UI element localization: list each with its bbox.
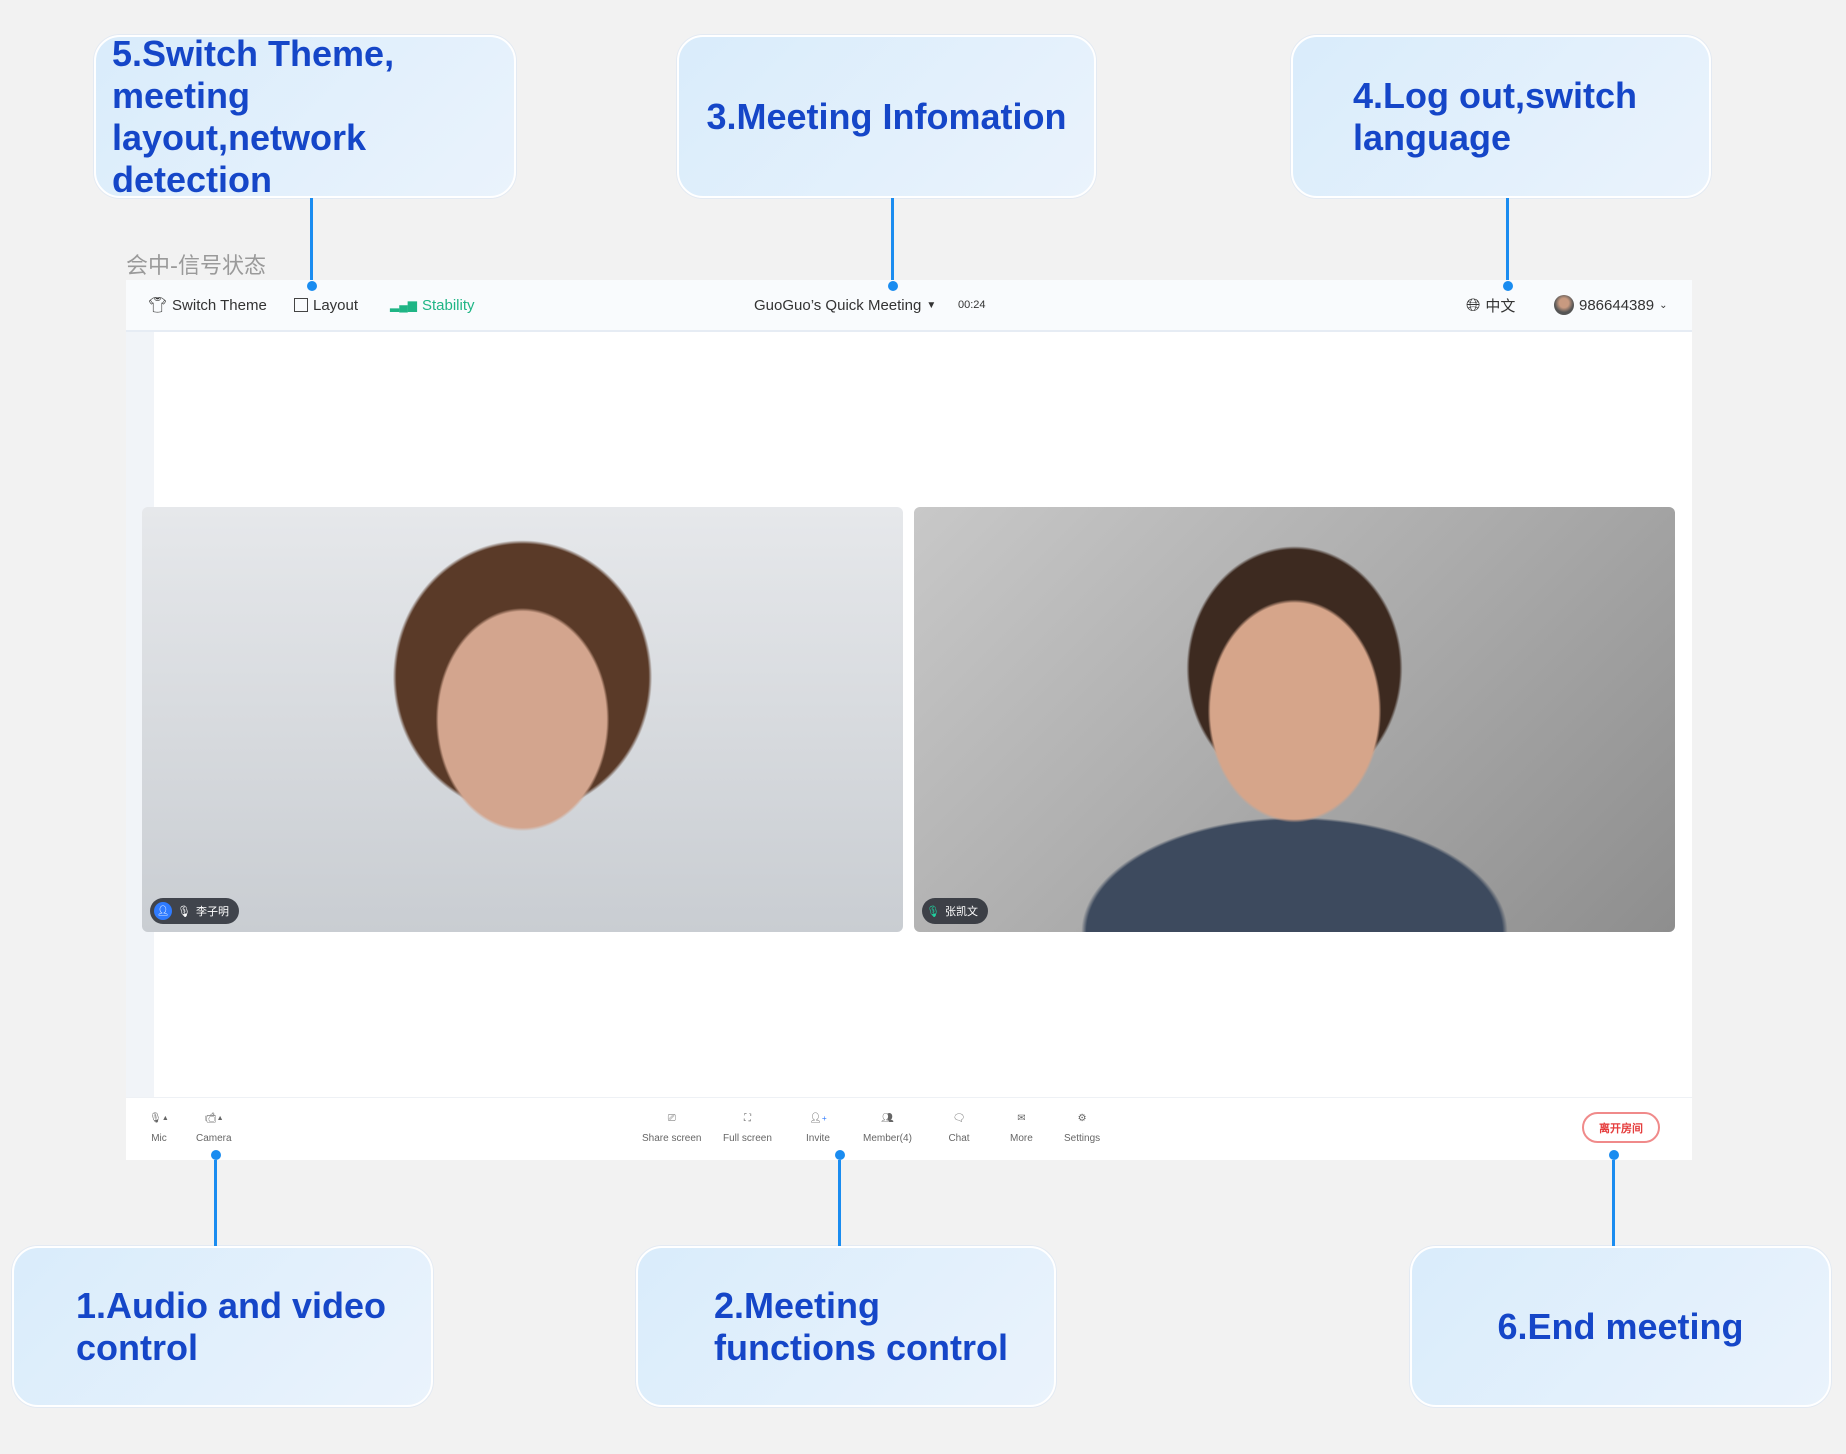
mic-active-icon: 🎙︎ (926, 905, 940, 918)
callout-meeting-functions: 2.Meeting functions control (636, 1246, 1056, 1407)
label: Mic (151, 1133, 167, 1144)
connector-dot (835, 1150, 845, 1160)
top-bar: 👕︎ Switch Theme Layout ▂▄▆ Stability GuoGu… (126, 280, 1692, 332)
user-menu[interactable]: 986644389 ⌄ (1554, 295, 1667, 315)
callout-text: 4.Log out,switch language (1353, 74, 1637, 158)
callout-audio-video: 1.Audio and video control (12, 1246, 433, 1407)
callout-theme-layout: 5.Switch Theme, meeting layout,network d… (94, 32, 516, 200)
connector-line (310, 198, 313, 286)
meeting-title-dropdown[interactable]: GuoGuo’s Quick Meeting ▼ (754, 297, 936, 314)
participant-name: 李子明 (195, 906, 229, 918)
callout-text: 3.Meeting Infomation (706, 95, 1067, 137)
signal-bars-icon: ▂▄▆ (390, 298, 417, 312)
fullscreen-icon: ⛶ (743, 1112, 751, 1124)
chat-icon: 🗨︎ (952, 1112, 966, 1124)
participant-tag: 👤︎ 🎙︎ 李子明 (150, 898, 239, 924)
meeting-window: 👕︎ Switch Theme Layout ▂▄▆ Stability GuoGu… (126, 280, 1692, 1160)
share-screen-icon: ⎚ (667, 1112, 676, 1124)
envelope-open-icon: ✉︎ (1017, 1112, 1026, 1124)
label: Invite (806, 1133, 830, 1144)
label: Layout (313, 296, 359, 314)
participant-name: 张凯文 (944, 906, 978, 918)
connector-dot (1503, 281, 1513, 291)
camera-icon: 📹︎ ▲ (203, 1112, 224, 1124)
callout-text: 6.End meeting (1497, 1305, 1744, 1347)
microphone-icon: 🎙︎ ▲ (149, 1112, 169, 1124)
camera-button[interactable]: 📹︎ ▲ Camera (196, 1108, 232, 1145)
video-tile[interactable]: 👤︎ 🎙︎ 李子明 (142, 507, 903, 932)
connector-dot (307, 281, 317, 291)
callout-meeting-info: 3.Meeting Infomation (677, 35, 1096, 198)
avatar (1554, 295, 1574, 315)
callout-text: 5.Switch Theme, meeting layout,network d… (112, 32, 395, 200)
switch-theme-button[interactable]: 👕︎ Switch Theme (148, 296, 267, 315)
mic-button[interactable]: 🎙︎ ▲ Mic (148, 1108, 170, 1145)
label: Switch Theme (172, 296, 267, 314)
label: Camera (196, 1133, 232, 1144)
meeting-timer: 00:24 (958, 299, 986, 311)
connector-line (1506, 198, 1509, 286)
callout-end-meeting: 6.End meeting (1410, 1246, 1831, 1407)
label: Settings (1064, 1133, 1101, 1144)
user-icon: 👤︎ (154, 902, 172, 920)
connector-line (214, 1155, 217, 1246)
add-user-icon: 👤︎ + (809, 1112, 827, 1124)
annotation-label: 会中-信号状态 (126, 254, 266, 279)
callout-text: 2.Meeting functions control (714, 1284, 1008, 1368)
invite-button[interactable]: 👤︎ + Invite (806, 1108, 830, 1145)
language-button[interactable]: 🌐︎ 中文 (1466, 295, 1515, 316)
connector-line (838, 1155, 841, 1246)
settings-button[interactable]: ⚙︎ Settings (1064, 1108, 1101, 1145)
meeting-title: GuoGuo’s Quick Meeting (754, 296, 922, 314)
label: Full screen (723, 1133, 772, 1144)
participant-tag: 🎙︎ 张凯文 (922, 898, 988, 924)
label: Member(4) (863, 1133, 912, 1144)
callout-text: 1.Audio and video control (76, 1284, 387, 1368)
connector-line (1612, 1155, 1615, 1246)
gear-icon: ⚙︎ (1077, 1112, 1087, 1124)
shirt-icon: 👕︎ (148, 297, 168, 314)
label: Share screen (642, 1133, 702, 1144)
label: 中文 (1485, 297, 1516, 315)
connector-dot (211, 1150, 221, 1160)
layout-icon (294, 298, 308, 312)
connector-dot (1609, 1150, 1619, 1160)
label: More (1010, 1133, 1033, 1144)
label: Chat (948, 1133, 970, 1144)
chevron-down-icon: ⌄ (1659, 299, 1668, 311)
globe-icon: 🌐︎ (1466, 294, 1481, 315)
user-id: 986644389 (1579, 296, 1655, 314)
leave-room-button[interactable]: 离开房间 (1582, 1112, 1660, 1143)
connector-dot (888, 281, 898, 291)
mic-muted-icon: 🎙︎ (177, 905, 191, 918)
label: Stability (421, 296, 475, 314)
bottom-toolbar: 🎙︎ ▲ Mic 📹︎ ▲ Camera ⎚ Share screen ⛶ Full scr… (126, 1097, 1692, 1160)
chat-button[interactable]: 🗨︎ Chat (948, 1108, 970, 1145)
callout-logout-language: 4.Log out,switch language (1291, 35, 1711, 198)
caret-down-icon: ▼ (926, 299, 937, 311)
stability-indicator[interactable]: ▂▄▆ Stability (390, 297, 475, 314)
more-button[interactable]: ✉︎ More (1010, 1108, 1033, 1145)
members-button[interactable]: 👥︎ Member(4) (863, 1108, 912, 1145)
video-tile[interactable]: 🎙︎ 张凯文 (914, 507, 1675, 932)
members-icon: 👥︎ (881, 1112, 894, 1124)
connector-line (891, 198, 894, 286)
share-screen-button[interactable]: ⎚ Share screen (642, 1108, 702, 1145)
layout-button[interactable]: Layout (294, 297, 358, 314)
full-screen-button[interactable]: ⛶ Full screen (723, 1108, 772, 1145)
